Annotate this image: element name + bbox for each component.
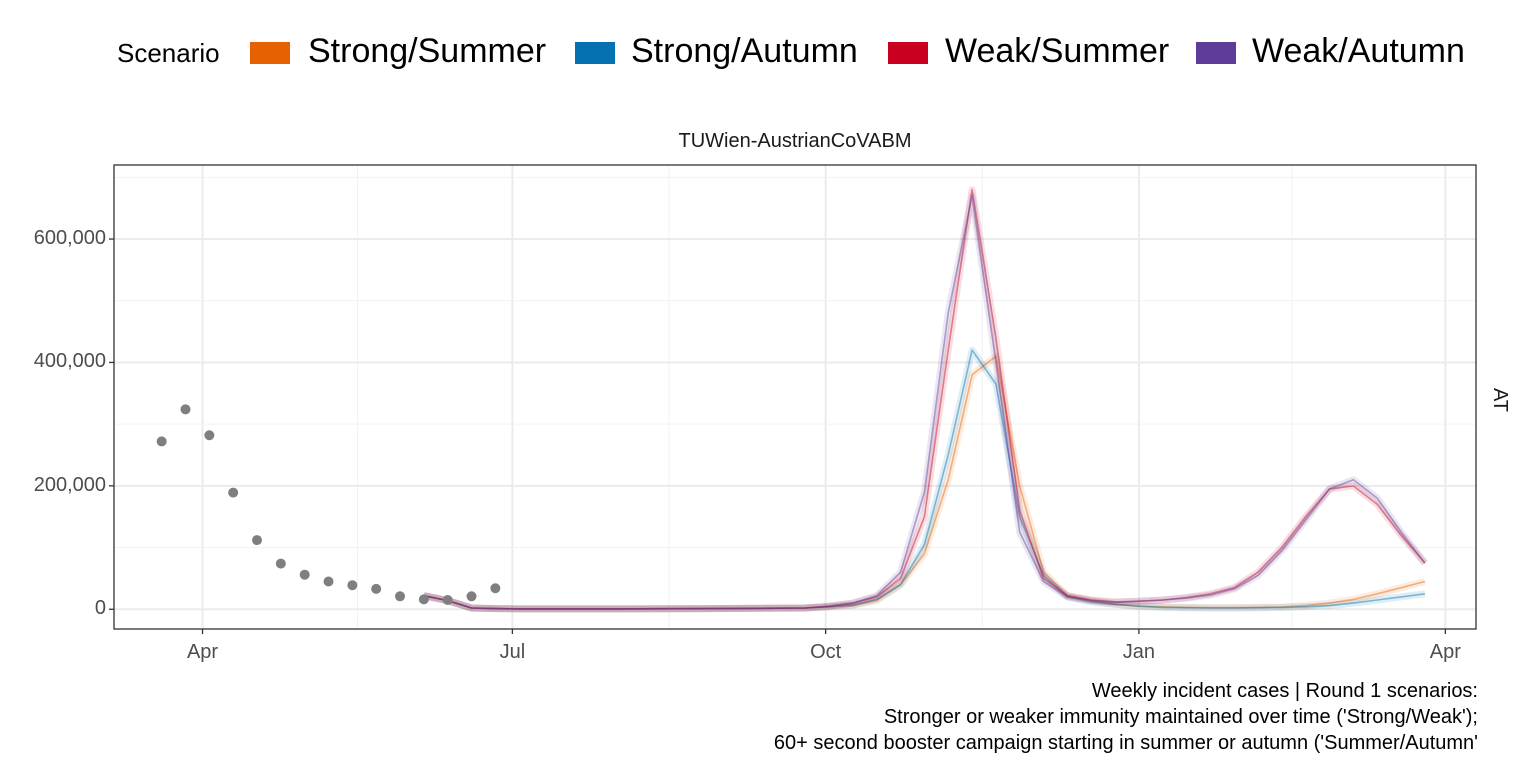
x-tick-label: Apr [1429, 641, 1461, 663]
y-tick-label: 400,000 [33, 350, 106, 373]
series-layer [423, 186, 1428, 613]
caption-line-2: Stronger or weaker immunity maintained o… [883, 706, 1478, 728]
legend-key-weak-autumn [1196, 42, 1236, 64]
grid-layer [114, 165, 1476, 629]
observed-point [252, 535, 263, 546]
observed-point [299, 569, 310, 580]
y-tick-label: 600,000 [33, 227, 106, 250]
x-tick-label: Jan [1122, 641, 1156, 663]
panel-border [113, 164, 1477, 630]
observed-point [442, 595, 453, 605]
legend: Scenario Strong/Summer Strong/Autumn Wea… [0, 30, 1536, 78]
series-line-weak-autumn [423, 195, 1426, 610]
series-band-strong-summer [423, 352, 1426, 613]
series-line-strong-summer [423, 355, 1426, 610]
caption-line-3: 60+ second booster campaign starting in … [773, 732, 1478, 754]
y-tick-label: 0 [94, 597, 106, 620]
x-tick-label: Oct [810, 641, 842, 663]
legend-label-weak-autumn: Weak/Autumn [1252, 32, 1465, 70]
observed-point [347, 580, 358, 591]
observed-point [395, 591, 406, 602]
legend-label-strong-autumn: Strong/Autumn [631, 32, 858, 70]
observed-point [156, 436, 167, 447]
series-band-strong-autumn [423, 346, 1426, 613]
legend-title: Scenario [117, 38, 220, 68]
caption-line-1: Weekly incident cases | Round 1 scenario… [1091, 680, 1478, 702]
series-line-strong-autumn [423, 349, 1426, 610]
observed-point [204, 430, 215, 441]
observed-point [323, 576, 334, 587]
legend-label-weak-summer: Weak/Summer [945, 32, 1170, 70]
observed-point [275, 558, 286, 569]
caption: Weekly incident cases | Round 1 scenario… [774, 678, 1478, 756]
observed-point [180, 404, 191, 415]
y-tick-label: 200,000 [33, 473, 106, 496]
observed-point [228, 487, 239, 498]
legend-label-strong-summer: Strong/Summer [308, 32, 547, 70]
observed-point [371, 583, 382, 594]
x-tick-label: Jul [499, 641, 526, 663]
observed-points-layer [156, 404, 501, 605]
legend-key-strong-summer [250, 42, 290, 64]
tickmarks-layer [109, 238, 1447, 634]
legend-key-strong-autumn [575, 42, 615, 64]
observed-point [490, 583, 501, 594]
series-band-weak-summer [423, 186, 1428, 613]
observed-point [466, 591, 477, 602]
x-tick-label: Apr [186, 641, 219, 663]
observed-point [418, 594, 429, 605]
series-line-weak-summer [423, 188, 1426, 610]
series-band-weak-autumn [423, 192, 1428, 613]
legend-key-weak-summer [888, 42, 928, 64]
facet-strip-label: AT [1480, 380, 1520, 420]
facet-label-text: AT [1489, 387, 1511, 413]
panel-title: TUWien-AustrianCoVABM [678, 130, 912, 152]
